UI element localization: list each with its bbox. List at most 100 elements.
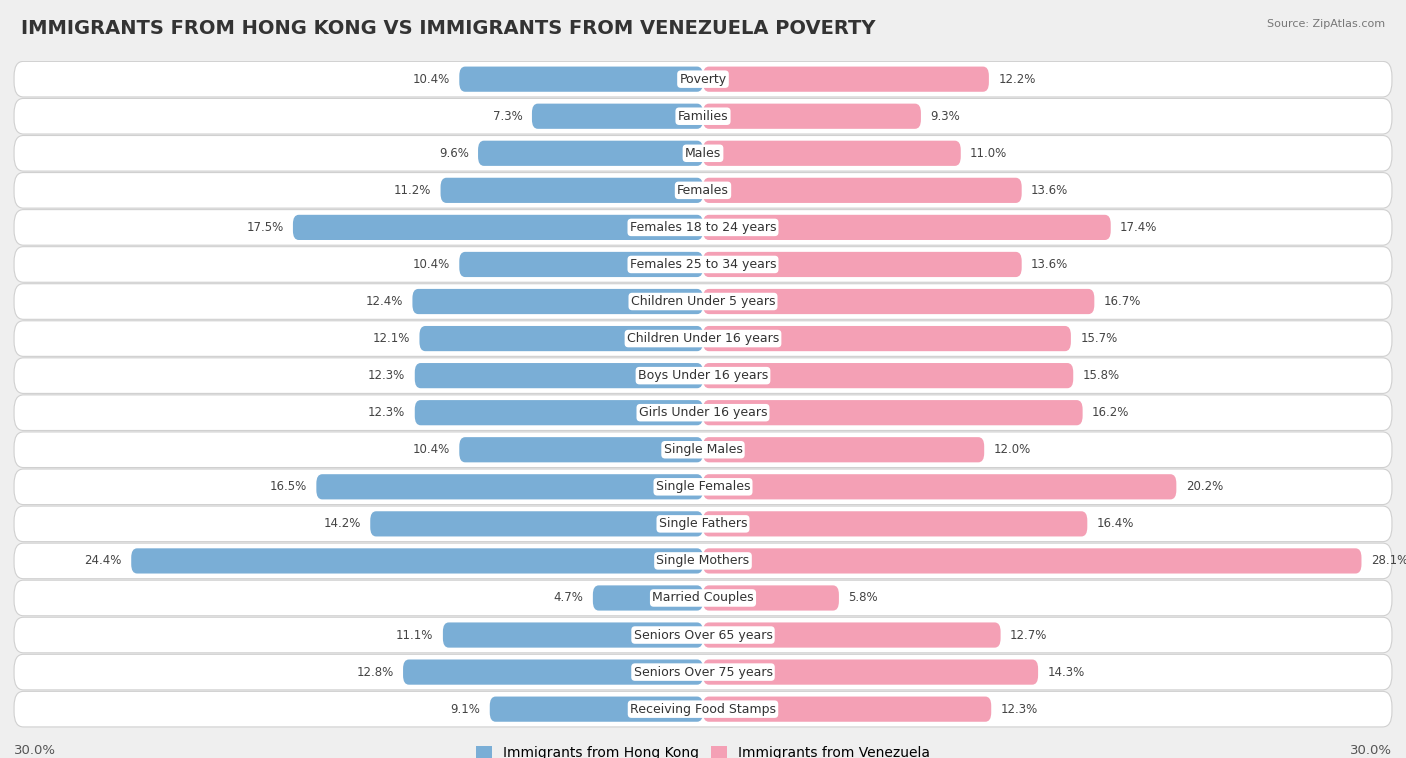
Text: 16.2%: 16.2% [1092,406,1129,419]
FancyBboxPatch shape [292,215,703,240]
FancyBboxPatch shape [703,252,1022,277]
Text: 10.4%: 10.4% [413,73,450,86]
FancyBboxPatch shape [316,475,703,500]
Text: Families: Families [678,110,728,123]
FancyBboxPatch shape [703,104,921,129]
Text: 24.4%: 24.4% [84,554,122,568]
FancyBboxPatch shape [415,400,703,425]
Text: 11.1%: 11.1% [396,628,433,641]
FancyBboxPatch shape [14,506,1392,542]
FancyBboxPatch shape [443,622,703,647]
FancyBboxPatch shape [489,697,703,722]
FancyBboxPatch shape [478,141,703,166]
FancyBboxPatch shape [703,697,991,722]
FancyBboxPatch shape [460,437,703,462]
Text: Boys Under 16 years: Boys Under 16 years [638,369,768,382]
Text: 10.4%: 10.4% [413,258,450,271]
Text: Females: Females [678,184,728,197]
Text: Poverty: Poverty [679,73,727,86]
FancyBboxPatch shape [460,67,703,92]
FancyBboxPatch shape [703,289,1094,314]
FancyBboxPatch shape [460,252,703,277]
Text: Single Females: Single Females [655,481,751,493]
Text: 13.6%: 13.6% [1031,184,1069,197]
FancyBboxPatch shape [703,141,960,166]
Text: 12.3%: 12.3% [368,406,405,419]
FancyBboxPatch shape [14,173,1392,208]
FancyBboxPatch shape [14,246,1392,282]
FancyBboxPatch shape [14,654,1392,690]
FancyBboxPatch shape [415,363,703,388]
FancyBboxPatch shape [703,585,839,611]
FancyBboxPatch shape [703,363,1073,388]
Text: 16.4%: 16.4% [1097,518,1135,531]
FancyBboxPatch shape [703,215,1111,240]
FancyBboxPatch shape [14,691,1392,727]
Text: Girls Under 16 years: Girls Under 16 years [638,406,768,419]
Text: Married Couples: Married Couples [652,591,754,604]
FancyBboxPatch shape [14,61,1392,97]
FancyBboxPatch shape [14,543,1392,578]
FancyBboxPatch shape [593,585,703,611]
FancyBboxPatch shape [14,469,1392,505]
Text: 5.8%: 5.8% [848,591,877,604]
Text: 10.4%: 10.4% [413,443,450,456]
FancyBboxPatch shape [14,99,1392,134]
FancyBboxPatch shape [14,395,1392,431]
FancyBboxPatch shape [703,659,1038,684]
Text: Receiving Food Stamps: Receiving Food Stamps [630,703,776,716]
Text: 15.8%: 15.8% [1083,369,1119,382]
Text: Single Males: Single Males [664,443,742,456]
FancyBboxPatch shape [14,136,1392,171]
Text: 12.2%: 12.2% [998,73,1036,86]
FancyBboxPatch shape [412,289,703,314]
Text: Single Fathers: Single Fathers [659,518,747,531]
FancyBboxPatch shape [531,104,703,129]
Text: 12.7%: 12.7% [1010,628,1047,641]
FancyBboxPatch shape [703,548,1361,574]
FancyBboxPatch shape [404,659,703,684]
FancyBboxPatch shape [440,177,703,203]
Text: 12.8%: 12.8% [357,666,394,678]
FancyBboxPatch shape [703,326,1071,351]
Text: 11.0%: 11.0% [970,147,1007,160]
Legend: Immigrants from Hong Kong, Immigrants from Venezuela: Immigrants from Hong Kong, Immigrants fr… [471,742,935,758]
Text: 15.7%: 15.7% [1080,332,1118,345]
Text: Source: ZipAtlas.com: Source: ZipAtlas.com [1267,19,1385,29]
Text: 14.3%: 14.3% [1047,666,1084,678]
Text: 12.3%: 12.3% [1001,703,1038,716]
Text: 12.4%: 12.4% [366,295,404,308]
FancyBboxPatch shape [131,548,703,574]
Text: Seniors Over 65 years: Seniors Over 65 years [634,628,772,641]
Text: Children Under 16 years: Children Under 16 years [627,332,779,345]
Text: 4.7%: 4.7% [554,591,583,604]
FancyBboxPatch shape [370,511,703,537]
Text: 9.1%: 9.1% [450,703,481,716]
Text: Females 18 to 24 years: Females 18 to 24 years [630,221,776,234]
FancyBboxPatch shape [14,358,1392,393]
Text: Seniors Over 75 years: Seniors Over 75 years [634,666,772,678]
Text: 12.0%: 12.0% [994,443,1031,456]
FancyBboxPatch shape [14,283,1392,319]
FancyBboxPatch shape [703,67,988,92]
Text: 16.7%: 16.7% [1104,295,1142,308]
FancyBboxPatch shape [14,617,1392,653]
FancyBboxPatch shape [14,321,1392,356]
FancyBboxPatch shape [703,177,1022,203]
Text: 17.5%: 17.5% [246,221,284,234]
Text: 9.6%: 9.6% [439,147,468,160]
Text: 16.5%: 16.5% [270,481,307,493]
Text: 11.2%: 11.2% [394,184,432,197]
FancyBboxPatch shape [419,326,703,351]
Text: Children Under 5 years: Children Under 5 years [631,295,775,308]
FancyBboxPatch shape [703,511,1087,537]
FancyBboxPatch shape [14,580,1392,615]
FancyBboxPatch shape [14,210,1392,245]
Text: IMMIGRANTS FROM HONG KONG VS IMMIGRANTS FROM VENEZUELA POVERTY: IMMIGRANTS FROM HONG KONG VS IMMIGRANTS … [21,19,876,38]
Text: Females 25 to 34 years: Females 25 to 34 years [630,258,776,271]
FancyBboxPatch shape [703,400,1083,425]
Text: 20.2%: 20.2% [1185,481,1223,493]
FancyBboxPatch shape [14,432,1392,468]
Text: Single Mothers: Single Mothers [657,554,749,568]
Text: 9.3%: 9.3% [931,110,960,123]
